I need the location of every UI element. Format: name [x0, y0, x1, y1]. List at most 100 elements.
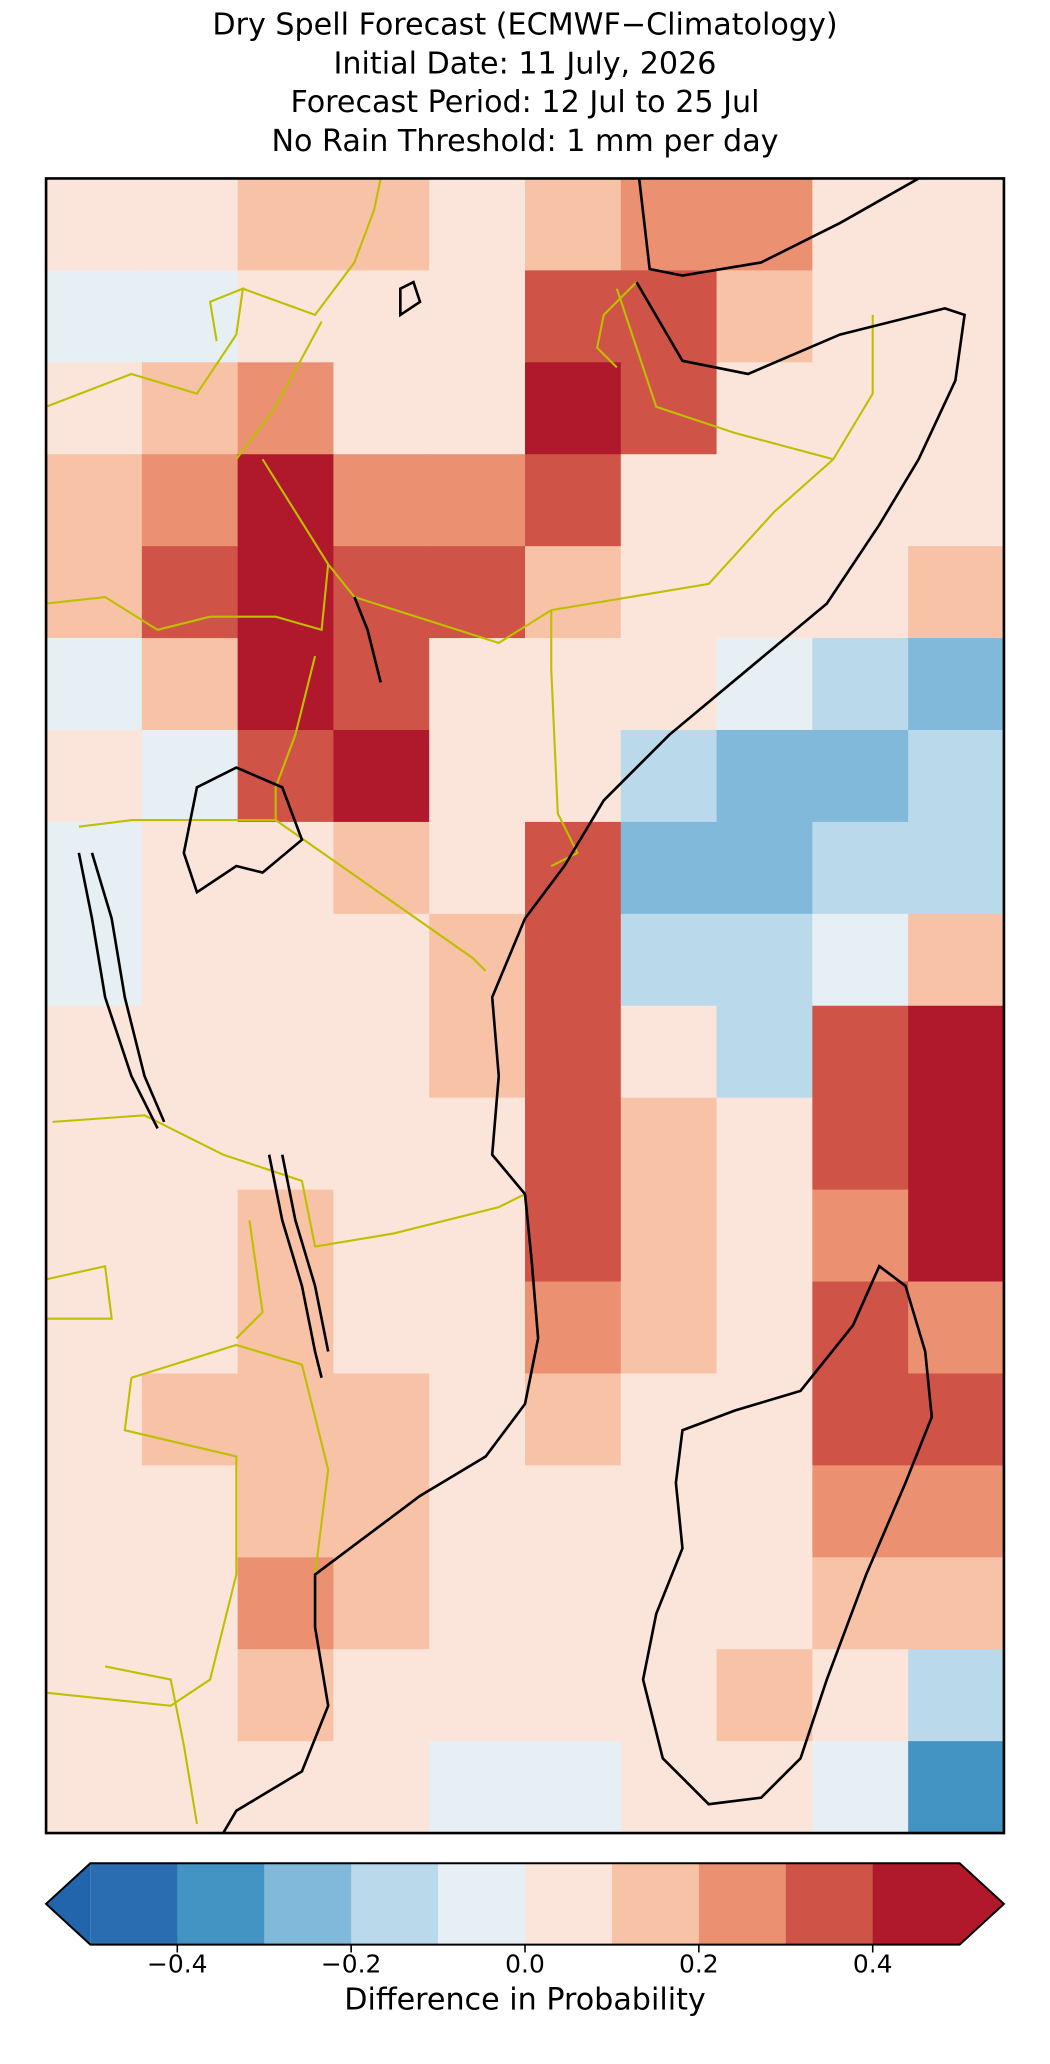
grid-cell — [429, 1649, 526, 1742]
grid-cell — [46, 1189, 143, 1283]
colorbar: −0.4 −0.2 0.0 0.2 0.4 — [44, 1862, 1006, 1979]
grid-cell — [716, 546, 814, 639]
coastline — [222, 281, 967, 1834]
grid-cell — [525, 1557, 622, 1650]
grid-cell — [620, 1557, 718, 1650]
border — [596, 281, 834, 461]
grid-cell — [908, 1741, 1005, 1834]
grid-cell — [333, 638, 430, 731]
grid-cell — [525, 1741, 622, 1834]
grid-cell — [620, 1005, 718, 1099]
grid-cell — [716, 1281, 814, 1375]
grid-cell — [812, 729, 909, 823]
colorbar-bin — [872, 1863, 961, 1945]
grid-cell — [812, 1097, 909, 1191]
chart-title: Initial Date: 11 July, 2026 — [334, 46, 717, 81]
colorbar-bin — [525, 1863, 613, 1945]
colorbar-bin — [698, 1863, 787, 1945]
grid-cell — [716, 1373, 814, 1467]
grid-cell — [333, 1097, 430, 1191]
colorbar-bin — [90, 1863, 178, 1945]
grid-cell — [525, 1649, 622, 1742]
grid-cell — [812, 1189, 909, 1283]
coastline — [641, 1264, 934, 1806]
grid-cell — [525, 546, 622, 639]
coastlines — [77, 177, 967, 1834]
grid-cell — [237, 1005, 335, 1099]
grid-cell — [333, 362, 430, 455]
grid-cell — [620, 729, 718, 823]
map-outlines — [45, 177, 967, 1834]
grid-cell — [46, 270, 143, 363]
grid-cell — [908, 1465, 1005, 1558]
colorbar-bin — [177, 1863, 265, 1945]
grid-cell — [716, 1465, 814, 1558]
colorbar-bin — [611, 1863, 700, 1945]
grid-cell — [46, 454, 143, 547]
grid-cell — [237, 546, 335, 639]
grid-cell — [141, 270, 239, 363]
grid-cell — [812, 1741, 909, 1834]
grid-cell — [237, 821, 335, 915]
colorbar-bin — [785, 1863, 874, 1945]
grid-cell — [333, 178, 430, 272]
grid-cell — [908, 821, 1005, 915]
grid-cell — [908, 1097, 1005, 1191]
grid-cell — [525, 1097, 622, 1191]
grid-cell — [429, 178, 526, 272]
border — [235, 314, 874, 645]
grid-cell — [620, 1373, 718, 1467]
grid-cell — [237, 1741, 335, 1834]
grid-cell — [908, 270, 1005, 363]
grid-cell — [46, 1741, 143, 1834]
grid-cell — [237, 454, 335, 547]
grid-cell — [333, 1557, 430, 1650]
grid-cell — [908, 1649, 1005, 1742]
colorbar-tick-label: −0.4 — [147, 1950, 208, 1979]
colorbar-extend-low — [46, 1863, 91, 1945]
grid-cell — [429, 913, 526, 1007]
colorbar-tick-label: 0.0 — [505, 1950, 545, 1979]
grid-cell — [716, 1557, 814, 1650]
coastline — [637, 177, 920, 277]
grid-cell — [620, 821, 718, 915]
grid-cell — [908, 913, 1005, 1007]
grid-cell — [525, 362, 622, 455]
grid-cell — [525, 1281, 622, 1375]
grid-cell — [237, 638, 335, 731]
grid-cell — [908, 729, 1005, 823]
grid-cell — [620, 638, 718, 731]
colorbar-extend-high — [959, 1863, 1004, 1945]
grid-cell — [812, 270, 909, 363]
grid-cell — [812, 362, 909, 455]
grid-cell — [333, 1281, 430, 1375]
grid-cell — [141, 362, 239, 455]
grid-cell — [620, 454, 718, 547]
lake — [353, 280, 422, 683]
grid-cell — [620, 1097, 718, 1191]
grid-cell — [716, 270, 814, 363]
grid-cell — [429, 1189, 526, 1283]
map-cells — [46, 178, 1005, 1834]
grid-cell — [429, 1005, 526, 1099]
grid-cell — [46, 1465, 143, 1558]
grid-cell — [141, 1649, 239, 1742]
grid-cell — [429, 638, 526, 731]
grid-cell — [333, 1741, 430, 1834]
grid-cell — [141, 1373, 239, 1467]
grid-cell — [716, 729, 814, 823]
grid-cell — [46, 1097, 143, 1191]
chart-title: Dry Spell Forecast (ECMWF−Climatology) — [212, 8, 837, 43]
grid-cell — [525, 1465, 622, 1558]
title-block: Dry Spell Forecast (ECMWF−Climatology)In… — [212, 8, 837, 159]
grid-cell — [812, 1373, 909, 1467]
map-frame — [44, 177, 1006, 1835]
grid-cell — [333, 546, 430, 639]
grid-cell — [237, 362, 335, 455]
grid-cell — [237, 1649, 335, 1742]
grid-cell — [716, 913, 814, 1007]
grid-cell — [429, 1465, 526, 1558]
grid-cell — [333, 1465, 430, 1558]
